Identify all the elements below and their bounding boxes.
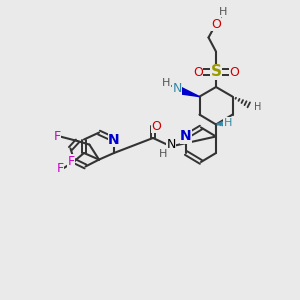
- Text: O: O: [151, 119, 161, 133]
- Text: N: N: [108, 133, 120, 146]
- Text: H: H: [162, 77, 171, 88]
- Polygon shape: [177, 87, 200, 97]
- Text: F: F: [68, 154, 75, 168]
- Text: N: N: [172, 82, 182, 95]
- Text: H: H: [219, 7, 228, 17]
- Text: O: O: [211, 17, 221, 31]
- Text: H: H: [224, 118, 232, 128]
- Text: N: N: [180, 130, 192, 143]
- Text: F: F: [56, 162, 64, 175]
- Text: S: S: [211, 64, 221, 80]
- Text: N: N: [166, 138, 176, 152]
- Text: H: H: [254, 101, 261, 112]
- Text: F: F: [53, 130, 61, 143]
- Text: O: O: [229, 65, 239, 79]
- Text: H: H: [159, 148, 167, 159]
- Text: O: O: [193, 65, 203, 79]
